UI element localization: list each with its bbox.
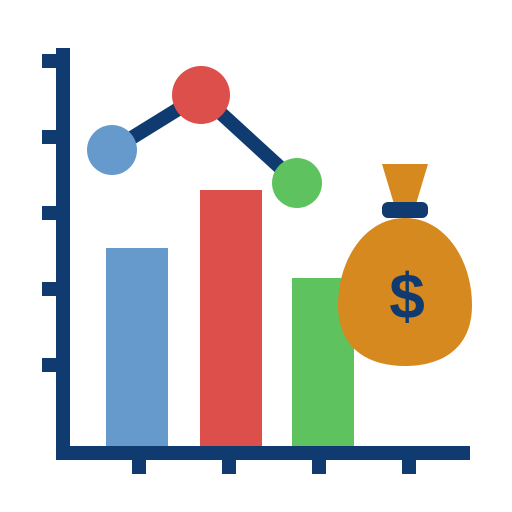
dollar-sign: $ (389, 260, 425, 332)
y-tick-3 (42, 282, 56, 296)
y-tick-1 (42, 130, 56, 144)
bar-0 (106, 248, 168, 446)
x-tick-1 (222, 460, 236, 474)
x-axis (56, 446, 470, 460)
money-bag-icon: $ (330, 160, 480, 370)
point-0 (87, 125, 137, 175)
x-tick-0 (132, 460, 146, 474)
x-tick-3 (402, 460, 416, 474)
y-tick-4 (42, 358, 56, 372)
y-tick-2 (42, 206, 56, 220)
finance-chart-icon: $ (0, 0, 512, 512)
point-1 (172, 66, 230, 124)
y-axis (56, 48, 70, 460)
point-2 (272, 158, 322, 208)
y-tick-0 (42, 54, 56, 68)
x-tick-2 (312, 460, 326, 474)
bar-1 (200, 190, 262, 446)
